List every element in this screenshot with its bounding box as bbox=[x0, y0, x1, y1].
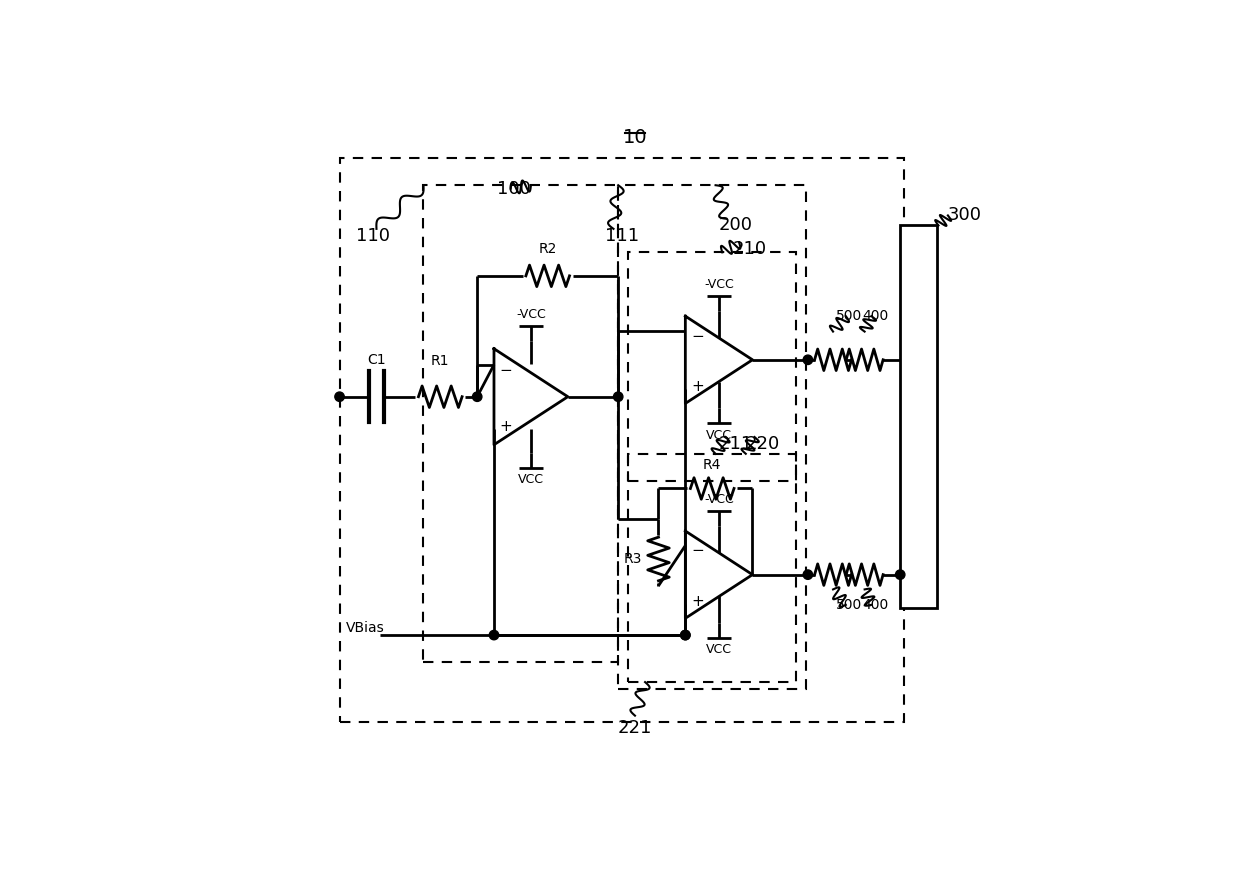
Text: $+$: $+$ bbox=[690, 379, 704, 394]
Circle shape bbox=[489, 630, 498, 640]
Text: 220: 220 bbox=[746, 435, 781, 453]
Circle shape bbox=[803, 570, 813, 579]
Text: 210: 210 bbox=[732, 240, 767, 258]
Text: 400: 400 bbox=[862, 310, 888, 324]
Circle shape bbox=[803, 355, 813, 364]
Text: 100: 100 bbox=[497, 180, 532, 198]
Circle shape bbox=[680, 630, 690, 640]
Bar bbox=[901, 226, 937, 609]
Text: 200: 200 bbox=[719, 216, 753, 235]
Text: R1: R1 bbox=[431, 354, 450, 368]
Circle shape bbox=[680, 630, 690, 640]
Bar bbox=[339, 159, 903, 722]
Text: $-$: $-$ bbox=[690, 326, 704, 342]
Text: 10: 10 bbox=[623, 128, 647, 147]
Text: VCC: VCC bbox=[706, 644, 732, 657]
Text: -VCC: -VCC bbox=[515, 308, 546, 321]
Bar bbox=[628, 453, 797, 682]
Bar bbox=[628, 252, 797, 480]
Text: 211: 211 bbox=[719, 435, 753, 453]
Text: 500: 500 bbox=[836, 598, 862, 612]
Circle shape bbox=[613, 392, 623, 401]
Text: 111: 111 bbox=[605, 227, 639, 244]
Text: 400: 400 bbox=[862, 598, 888, 612]
Text: $-$: $-$ bbox=[499, 360, 513, 376]
Text: 300: 300 bbox=[947, 207, 981, 224]
Bar bbox=[618, 185, 807, 689]
Text: VCC: VCC bbox=[706, 429, 732, 441]
Text: 110: 110 bbox=[357, 227, 390, 244]
Text: -VCC: -VCC bbox=[704, 278, 733, 291]
Circle shape bbox=[472, 392, 482, 401]
Text: $+$: $+$ bbox=[499, 419, 513, 434]
Text: VCC: VCC bbox=[518, 473, 544, 486]
Text: R3: R3 bbox=[623, 552, 642, 566]
Text: -VCC: -VCC bbox=[704, 493, 733, 506]
Bar bbox=[424, 185, 618, 662]
Text: 221: 221 bbox=[618, 719, 652, 737]
Circle shape bbox=[896, 570, 904, 579]
Text: R2: R2 bbox=[539, 242, 556, 255]
Text: C1: C1 bbox=[367, 352, 385, 366]
Text: R4: R4 bbox=[703, 458, 721, 472]
Circle shape bbox=[335, 392, 344, 401]
Text: $+$: $+$ bbox=[690, 594, 704, 610]
Text: 500: 500 bbox=[836, 310, 862, 324]
Text: $-$: $-$ bbox=[690, 542, 704, 556]
Text: VBias: VBias bbox=[346, 621, 385, 635]
